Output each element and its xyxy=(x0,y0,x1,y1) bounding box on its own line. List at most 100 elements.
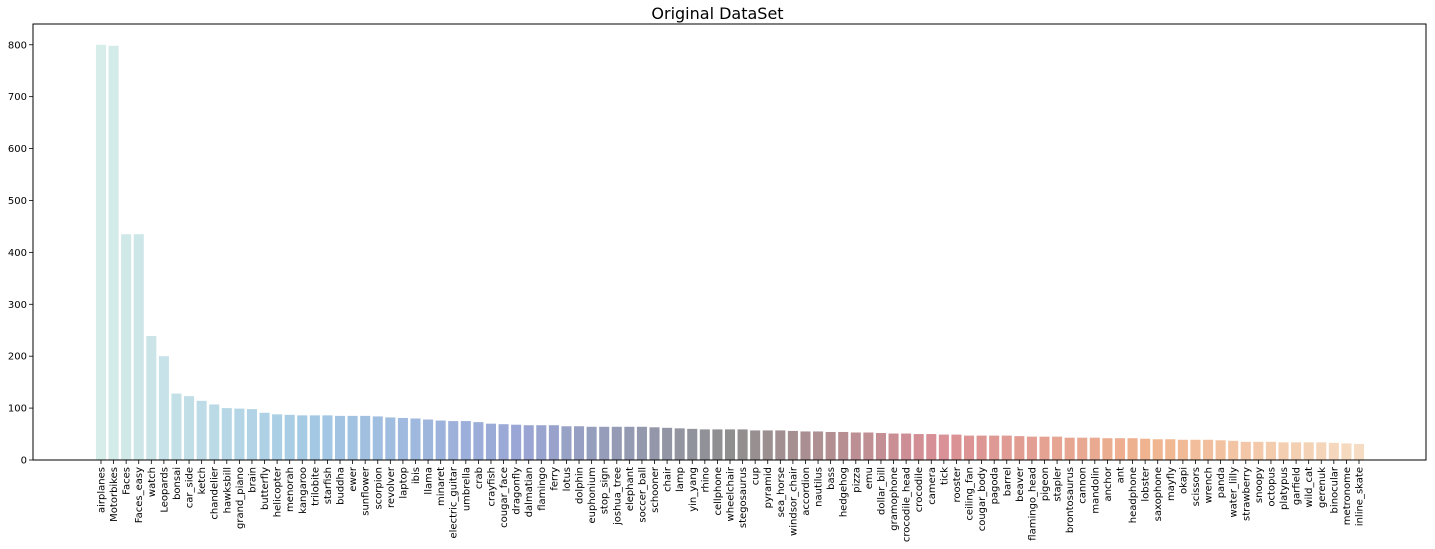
bar-pigeon xyxy=(1039,436,1050,460)
x-tick-label: rooster xyxy=(952,466,963,502)
x-tick-label: joshua_tree xyxy=(612,467,623,526)
x-tick-label: emu xyxy=(864,467,875,489)
bar-stapler xyxy=(1052,436,1063,460)
x-tick-label: starfish xyxy=(323,467,334,504)
bar-strawberry xyxy=(1240,441,1251,460)
bar-tick xyxy=(938,434,949,460)
bar-cougar_body xyxy=(976,435,987,460)
x-tick-label: mandolin xyxy=(1090,467,1101,514)
bar-rhino xyxy=(699,429,710,460)
x-tick-label: camera xyxy=(927,467,938,505)
bar-kangaroo xyxy=(297,415,308,460)
bar-cannon xyxy=(1077,437,1088,460)
x-tick-label: electric_guitar xyxy=(449,466,460,538)
x-tick-label: binocular xyxy=(1329,466,1340,513)
x-tick-label: yin_yang xyxy=(688,467,699,512)
x-tick-label: tick xyxy=(939,467,950,485)
x-tick-label: lamp xyxy=(675,467,686,492)
x-tick-label: pizza xyxy=(851,467,862,493)
y-axis: 0 100 200 300 400 500 600 700 800 xyxy=(8,40,33,467)
x-tick-label: cougar_face xyxy=(499,467,510,528)
bar-scorpion xyxy=(372,416,383,460)
bar-pizza xyxy=(850,432,861,460)
x-tick-label: snoopy xyxy=(1254,467,1265,503)
x-tick-label: hawksbill xyxy=(222,467,233,513)
bar-wild_cat xyxy=(1303,442,1314,460)
bar-watch xyxy=(146,335,157,460)
bar-Leopards xyxy=(158,356,169,460)
bar-stop_sign xyxy=(599,426,610,460)
x-tick-label: euphonium xyxy=(587,467,598,524)
x-tick-label: Leopards xyxy=(159,467,170,513)
x-tick-label: cup xyxy=(751,467,762,485)
bar-lotus xyxy=(561,426,572,460)
bar-dalmatian xyxy=(523,425,534,460)
bar-laptop xyxy=(397,417,408,460)
bar-garfield xyxy=(1291,442,1302,460)
x-tick-label: wheelchair xyxy=(726,466,737,521)
x-tick-label: Faces_easy xyxy=(134,467,145,523)
x-tick-label: ant xyxy=(1115,467,1126,483)
x-tick-label: cannon xyxy=(1078,467,1089,504)
bar-starfish xyxy=(322,415,333,460)
bar-hedgehog xyxy=(838,431,849,460)
x-tick-label: dollar_bill xyxy=(876,467,887,515)
x-tick-label: menorah xyxy=(285,467,296,512)
bar-headphone xyxy=(1127,438,1138,460)
y-tick-label: 400 xyxy=(8,248,27,259)
bar-crayfish xyxy=(485,423,497,460)
x-tick-label: dalmatian xyxy=(524,467,535,517)
x-tick-label: ketch xyxy=(197,467,208,494)
x-tick-label: ceiling_fan xyxy=(965,467,976,521)
x-tick-label: butterfly xyxy=(260,467,271,510)
x-tick-label: ibis xyxy=(411,467,422,484)
x-tick-label: Faces xyxy=(122,467,133,495)
bar-yin_yang xyxy=(687,428,698,460)
x-tick-label: dolphin xyxy=(575,467,586,504)
bar-Faces_easy xyxy=(133,234,144,460)
bar-wrench xyxy=(1203,439,1214,460)
bar-inline_skate xyxy=(1353,443,1365,460)
x-tick-label: flamingo_head xyxy=(1027,467,1038,541)
x-tick-label: saxophone xyxy=(1153,467,1164,521)
bar-bass xyxy=(825,431,836,460)
x-tick-label: airplanes xyxy=(97,467,108,513)
bar-minaret xyxy=(435,420,446,460)
x-tick-label: dragonfly xyxy=(512,467,523,515)
x-tick-label: car_side xyxy=(185,467,196,508)
bar-stegosaurus xyxy=(737,429,748,460)
bar-crocodile_head xyxy=(901,433,912,460)
x-tick-label: kangaroo xyxy=(298,467,309,514)
y-tick-label: 100 xyxy=(8,404,27,415)
x-tick-label: elephant xyxy=(625,467,636,511)
x-tick-label: inline_skate xyxy=(1355,467,1366,526)
x-tick-label: stapler xyxy=(1053,466,1064,502)
x-tick-label: lotus xyxy=(562,467,573,491)
bar-water_lilly xyxy=(1228,440,1239,460)
y-tick-label: 300 xyxy=(8,300,27,311)
x-tick-label: barrel xyxy=(1002,467,1013,496)
plot-frame xyxy=(32,23,1427,461)
x-tick-label: water_lilly xyxy=(1229,467,1240,518)
bar-ferry xyxy=(548,425,559,460)
x-tick-label: chandelier xyxy=(210,466,221,520)
bar-ketch xyxy=(196,400,207,460)
x-tick-label: stop_sign xyxy=(600,467,611,514)
bar-gerenuk xyxy=(1316,442,1327,460)
bar-flamingo xyxy=(536,425,547,460)
bar-lobster xyxy=(1140,438,1151,460)
bar-octopus xyxy=(1265,441,1276,460)
chart-title: Original DataSet xyxy=(651,4,784,23)
x-axis: airplanes Motorbikes Faces Faces_easy watch L… xyxy=(97,460,1366,542)
bar-Faces xyxy=(121,234,132,460)
y-tick-label: 0 xyxy=(21,456,27,467)
bar-cup xyxy=(750,430,761,460)
y-tick-label: 200 xyxy=(8,352,27,363)
bar-lamp xyxy=(674,428,685,460)
bar-sunflower xyxy=(360,415,371,460)
x-tick-label: panda xyxy=(1216,467,1227,498)
x-tick-label: soccer_ball xyxy=(637,467,648,523)
bar-trilobite xyxy=(309,415,320,460)
x-tick-label: pigeon xyxy=(1040,467,1051,501)
bar-anchor xyxy=(1102,438,1113,460)
